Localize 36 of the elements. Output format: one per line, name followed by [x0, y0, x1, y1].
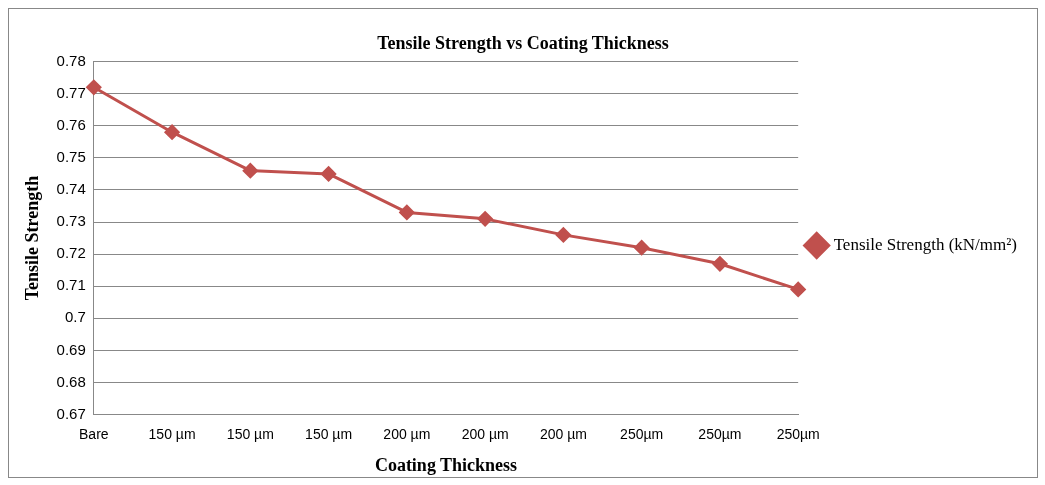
legend-label: Tensile Strength (kN/mm²) [833, 234, 1018, 254]
x-tick-label: Bare [79, 425, 109, 442]
point [242, 163, 258, 179]
x-tick-label: 250µm [620, 425, 664, 442]
y-tick-label: 0.7 [64, 308, 86, 326]
x-tick-label: 150 µm [305, 425, 353, 442]
y-tick-label: 0.75 [56, 148, 86, 166]
point [164, 124, 180, 140]
chart-title: Tensile Strength vs Coating Thickness [377, 33, 669, 54]
y-tick-label: 0.72 [56, 244, 86, 262]
point [790, 281, 806, 297]
x-tick-label: 250µm [776, 425, 820, 442]
y-tick-label: 0.76 [56, 115, 86, 133]
y-tick-label: 0.71 [56, 276, 86, 294]
y-tick-label: 0.73 [56, 212, 86, 230]
y-tick-label: 0.68 [56, 372, 86, 390]
x-tick-label: 150 µm [226, 425, 274, 442]
y-axis-title: Tensile Strength [22, 175, 43, 301]
point [399, 204, 415, 220]
y-tick-label: 0.69 [56, 340, 86, 358]
point [555, 227, 571, 243]
point [634, 240, 650, 256]
point [477, 211, 493, 227]
point [712, 256, 728, 272]
x-axis-title: Coating Thickness [374, 454, 518, 475]
y-tick-label: 0.77 [56, 83, 86, 101]
x-tick-label: 150 µm [148, 425, 196, 442]
point [86, 79, 102, 95]
y-tick-label: 0.67 [56, 404, 86, 422]
x-tick-label: 200 µm [383, 425, 431, 442]
x-tick-label: 200 µm [461, 425, 509, 442]
point [321, 166, 337, 182]
x-tick-label: 250µm [698, 425, 742, 442]
y-tick-label: 0.78 [56, 51, 86, 69]
x-tick-label: 200 µm [539, 425, 587, 442]
y-tick-label: 0.74 [56, 180, 86, 198]
